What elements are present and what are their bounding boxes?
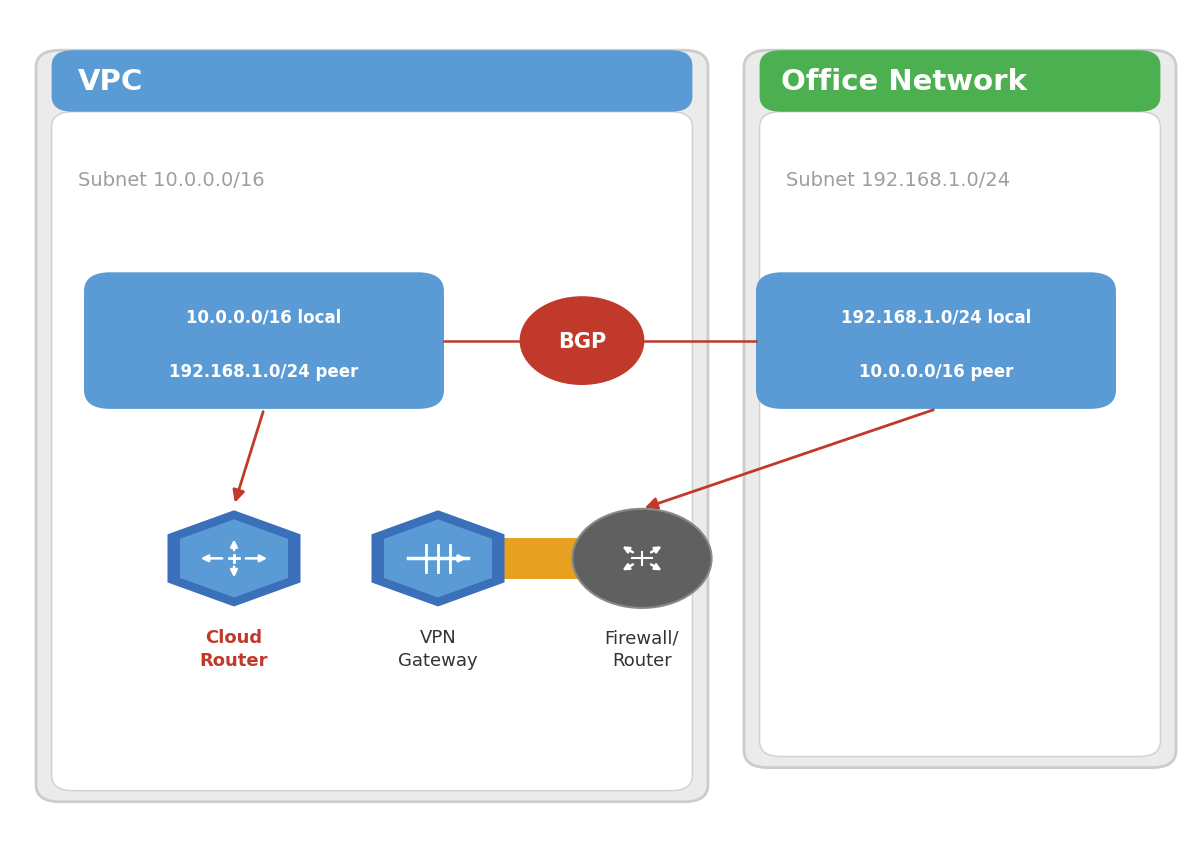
FancyBboxPatch shape [52,113,692,791]
Text: Gateway: Gateway [398,651,478,669]
Text: 10.0.0.0/16 local: 10.0.0.0/16 local [186,308,342,326]
FancyBboxPatch shape [756,273,1116,409]
Text: Office Network: Office Network [781,68,1027,96]
Text: Subnet 10.0.0.0/16: Subnet 10.0.0.0/16 [78,171,265,189]
Circle shape [520,297,644,386]
Text: VPN: VPN [420,629,456,647]
Polygon shape [168,511,300,606]
Bar [498,538,638,579]
Polygon shape [372,511,504,606]
Text: VPC: VPC [78,68,143,96]
Text: Router: Router [199,651,269,669]
FancyBboxPatch shape [760,113,1160,757]
Text: 192.168.1.0/24 local: 192.168.1.0/24 local [841,308,1031,326]
FancyBboxPatch shape [744,51,1176,768]
Text: 10.0.0.0/16 peer: 10.0.0.0/16 peer [859,363,1013,380]
FancyBboxPatch shape [760,51,1160,113]
Text: Router: Router [612,651,672,669]
Text: Cloud: Cloud [205,629,263,647]
Text: Firewall/: Firewall/ [605,629,679,647]
Polygon shape [384,519,492,598]
Circle shape [572,509,712,608]
Text: BGP: BGP [558,331,606,351]
FancyBboxPatch shape [36,51,708,802]
FancyBboxPatch shape [52,51,692,113]
Text: Subnet 192.168.1.0/24: Subnet 192.168.1.0/24 [786,171,1010,189]
Text: 192.168.1.0/24 peer: 192.168.1.0/24 peer [169,363,359,380]
Polygon shape [180,519,288,598]
FancyBboxPatch shape [84,273,444,409]
